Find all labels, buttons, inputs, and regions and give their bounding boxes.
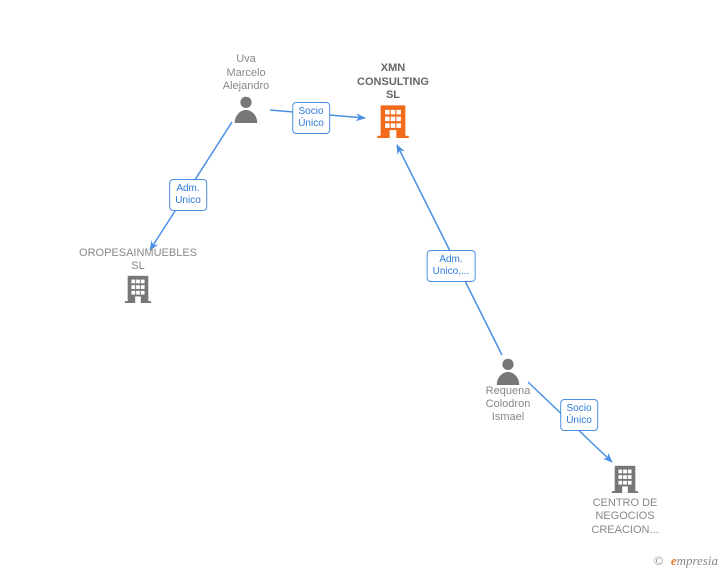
node-label: OROPESAINMUEBLES SL bbox=[79, 247, 197, 273]
edge-label-uva-oropesa[interactable]: Adm. Unico bbox=[169, 179, 207, 211]
edge-label-uva-xmn[interactable]: Socio Único bbox=[292, 102, 330, 134]
node-label: CENTRO DE NEGOCIOS CREACION... bbox=[591, 497, 658, 537]
node-requena[interactable]: Requena Colodron Ismael bbox=[486, 355, 531, 425]
person-icon bbox=[223, 93, 269, 123]
node-centro[interactable]: CENTRO DE NEGOCIOS CREACION... bbox=[591, 463, 658, 537]
building-icon bbox=[591, 463, 658, 497]
node-uva[interactable]: Uva Marcelo Alejandro bbox=[223, 53, 269, 123]
node-oropesa[interactable]: OROPESAINMUEBLES SL bbox=[79, 247, 197, 308]
node-label: XMN CONSULTING SL bbox=[357, 62, 429, 102]
node-label: Requena Colodron Ismael bbox=[486, 385, 531, 425]
brand-rest: mpresia bbox=[677, 553, 718, 568]
person-icon bbox=[486, 355, 531, 385]
building-icon bbox=[357, 102, 429, 142]
edge-label-requena-xmn[interactable]: Adm. Unico,... bbox=[427, 250, 476, 282]
watermark: © empresia bbox=[654, 553, 718, 569]
copyright-symbol: © bbox=[654, 553, 664, 568]
diagram-canvas: Uva Marcelo Alejandro XMN CONSULTING SL … bbox=[0, 0, 728, 575]
building-icon bbox=[79, 273, 197, 307]
edge-label-requena-centro[interactable]: Socio Único bbox=[560, 399, 598, 431]
node-xmn[interactable]: XMN CONSULTING SL bbox=[357, 62, 429, 142]
node-label: Uva Marcelo Alejandro bbox=[223, 53, 269, 93]
